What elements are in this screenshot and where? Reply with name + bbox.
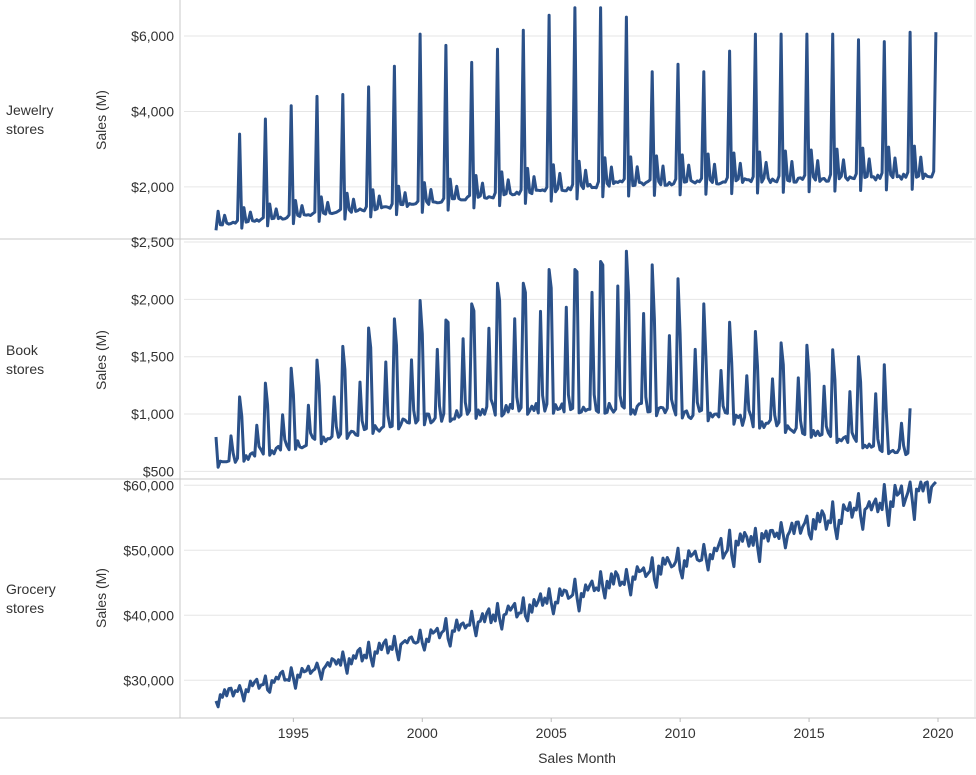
y-tick-label: $50,000 xyxy=(123,542,174,558)
x-axis: 1995 2000 2005 2010 2015 2020 xyxy=(278,718,954,741)
y-tick-label: $60,000 xyxy=(123,477,174,493)
frame xyxy=(0,0,976,719)
x-tick-label: 2005 xyxy=(536,725,567,741)
row-label-grocery: Grocery stores xyxy=(6,581,60,616)
y-tick-label: $500 xyxy=(143,463,174,479)
y-axis-title-book: Sales (M) xyxy=(93,330,109,390)
y-tick-label: $2,500 xyxy=(131,234,174,250)
y-tick-label: $2,000 xyxy=(131,291,174,307)
grid-book xyxy=(184,241,972,472)
panel-jewelry: Jewelry stores Sales (M) $2,000 $4,000 $6,… xyxy=(6,6,972,231)
y-axis-title-jewelry: Sales (M) xyxy=(93,90,109,150)
x-tick-label: 2000 xyxy=(407,725,438,741)
y-tick-label: $1,000 xyxy=(131,406,174,422)
x-tick-label: 2020 xyxy=(922,725,953,741)
y-tick-label: $30,000 xyxy=(123,672,174,688)
x-tick-label: 2010 xyxy=(665,725,696,741)
y-tick-label: $6,000 xyxy=(131,28,174,44)
line-series-jewelry xyxy=(214,6,938,231)
x-axis-title: Sales Month xyxy=(538,750,616,766)
line-series-book xyxy=(214,249,912,469)
row-label-book: Book stores xyxy=(6,342,44,377)
x-tick-label: 2015 xyxy=(793,725,824,741)
y-tick-label: $2,000 xyxy=(131,179,174,195)
y-tick-label: $4,000 xyxy=(131,103,174,119)
y-tick-label: $40,000 xyxy=(123,607,174,623)
yticks-jewelry: $2,000 $4,000 $6,000 xyxy=(131,28,174,195)
y-axis-title-grocery: Sales (M) xyxy=(93,568,109,628)
row-label-jewelry: Jewelry stores xyxy=(6,102,57,137)
line-series-grocery xyxy=(214,480,937,709)
yticks-grocery: $30,000 $40,000 $50,000 $60,000 xyxy=(123,477,174,688)
x-tick-label: 1995 xyxy=(278,725,309,741)
y-tick-label: $1,500 xyxy=(131,349,174,365)
panel-book: Book stores Sales (M) $500 $1,000 $1,500 $2… xyxy=(6,234,972,479)
grid-grocery xyxy=(184,484,972,681)
panel-grocery: Grocery stores Sales (M) $30,000$40,000$… xyxy=(6,477,972,709)
yticks-book: $500 $1,000 $1,500 $2,000 $2,500 xyxy=(131,234,174,479)
